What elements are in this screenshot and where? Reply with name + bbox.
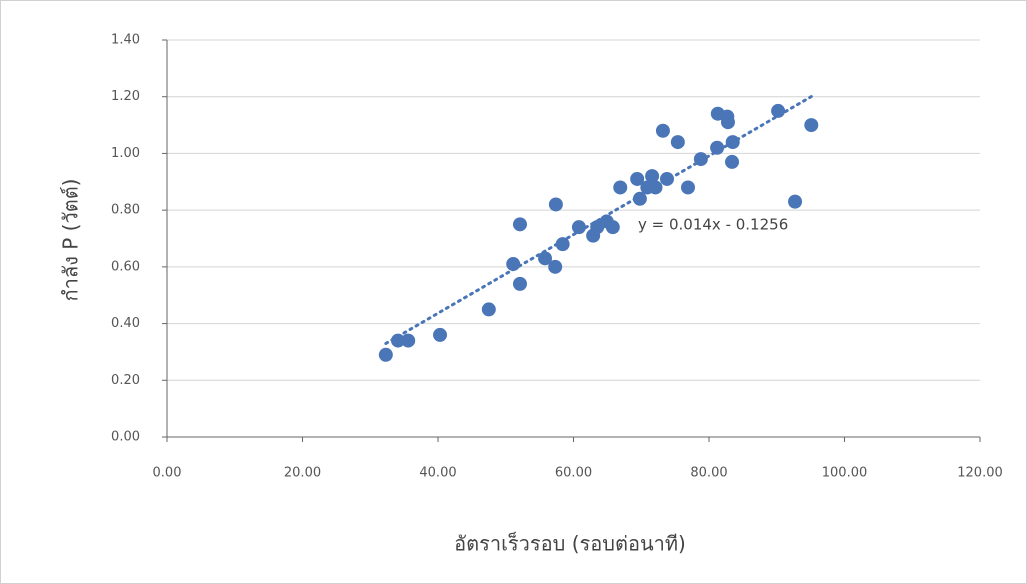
- y-tick-label: 0.80: [111, 203, 140, 218]
- point: [680, 180, 695, 195]
- point: [632, 191, 647, 206]
- x-axis-title: อัตราเร็วรอบ (รอบต่อนาที): [454, 531, 686, 556]
- point: [648, 180, 663, 195]
- point: [548, 259, 563, 274]
- annotation-bg: [633, 212, 825, 238]
- point: [512, 276, 527, 291]
- x-tick-label: 20.00: [284, 466, 321, 481]
- point: [538, 251, 553, 266]
- point: [804, 118, 819, 133]
- point: [655, 123, 670, 138]
- x-tick-label: 0.00: [153, 466, 182, 481]
- point: [720, 115, 735, 130]
- point: [788, 194, 803, 209]
- y-tick-label: 0.00: [111, 430, 140, 445]
- x-tick-label: 120.00: [957, 466, 1003, 481]
- point: [725, 135, 740, 150]
- point: [659, 171, 674, 186]
- trendline: [384, 95, 813, 345]
- x-tick-label: 60.00: [555, 466, 592, 481]
- y-tick-label: 0.20: [111, 373, 140, 388]
- point: [401, 333, 416, 348]
- y-tick-label: 1.20: [111, 89, 140, 104]
- point: [630, 171, 645, 186]
- point: [670, 135, 685, 150]
- point: [506, 257, 521, 272]
- point: [555, 237, 570, 252]
- point: [725, 154, 740, 169]
- y-axis-title: กำลัง P (วัตต์): [59, 179, 83, 302]
- point: [548, 197, 563, 212]
- point: [645, 169, 660, 184]
- point: [613, 180, 628, 195]
- point: [391, 333, 406, 348]
- y-tick-label: 1.00: [111, 146, 140, 161]
- x-tick-label: 40.00: [419, 466, 456, 481]
- point: [433, 327, 448, 342]
- trendline-equation: y = 0.014x - 0.1256: [638, 216, 788, 234]
- x-tick-label: 100.00: [822, 466, 868, 481]
- point: [378, 347, 393, 362]
- point: [771, 103, 786, 118]
- point: [605, 220, 620, 235]
- y-tick-label: 0.40: [111, 316, 140, 331]
- point: [481, 302, 496, 317]
- point: [571, 220, 586, 235]
- point: [512, 217, 527, 232]
- y-tick-label: 0.60: [111, 259, 140, 274]
- point: [710, 140, 725, 155]
- y-tick-label: 1.40: [111, 33, 140, 48]
- x-tick-label: 80.00: [690, 466, 727, 481]
- point: [693, 152, 708, 167]
